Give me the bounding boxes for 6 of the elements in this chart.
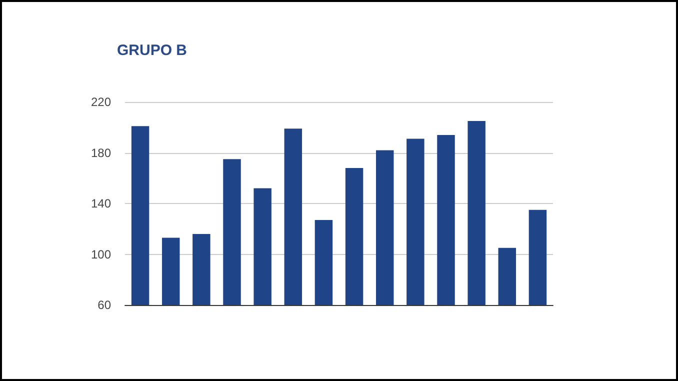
y-tick-label: 140	[90, 196, 112, 210]
y-tick-label: 100	[90, 247, 112, 262]
chart-title: GRUPO B	[117, 42, 188, 59]
y-tick-label: 60	[98, 298, 112, 312]
y-tick-label: 180	[90, 146, 112, 160]
y-tick-label: 220	[90, 95, 112, 109]
